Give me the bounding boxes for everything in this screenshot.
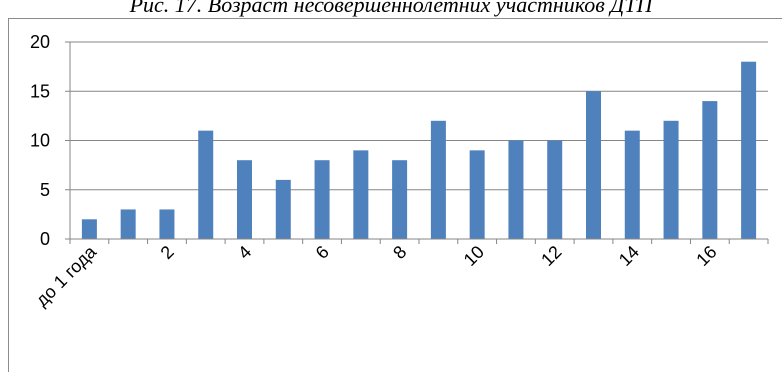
bar <box>430 120 446 239</box>
x-tick-labels: до 1 года 2 4 6 8 10 12 14 16 <box>32 241 721 310</box>
bar <box>314 160 330 239</box>
x-tick-label: 16 <box>692 242 720 270</box>
bar <box>547 140 563 239</box>
bar <box>508 140 524 239</box>
bar <box>353 150 369 239</box>
y-tick-labels: 0 5 10 15 20 <box>30 32 50 249</box>
bar <box>469 150 485 239</box>
y-tick-label: 20 <box>30 32 50 52</box>
x-tick-label: 8 <box>389 242 410 263</box>
bar <box>702 101 718 239</box>
grid-lines <box>70 41 768 191</box>
chart-frame <box>8 18 782 372</box>
x-tick-label: 2 <box>157 242 178 263</box>
y-tick-label: 0 <box>40 229 50 249</box>
bar <box>120 209 136 239</box>
x-tick-label: до 1 года <box>32 241 101 310</box>
bar <box>663 120 679 239</box>
bars <box>81 61 757 240</box>
bar <box>624 130 640 239</box>
bar <box>159 209 175 239</box>
x-tick-label: 14 <box>615 242 643 270</box>
bar <box>237 160 252 239</box>
x-tick-label: 10 <box>460 242 488 270</box>
bar <box>198 130 214 239</box>
bar <box>81 219 97 239</box>
x-tick-label: 6 <box>312 242 333 263</box>
x-tick-label: 12 <box>537 242 565 270</box>
y-tick-label: 10 <box>30 131 50 151</box>
bar <box>586 91 601 239</box>
x-tick-label: 4 <box>234 242 255 263</box>
axes <box>65 41 769 244</box>
bar <box>741 61 757 240</box>
chart-title: Рис. 17. Возраст несовершеннолетних учас… <box>129 0 653 17</box>
bar <box>392 160 408 239</box>
bar <box>275 179 291 239</box>
y-tick-label: 15 <box>30 81 50 101</box>
y-tick-label: 5 <box>40 180 50 200</box>
